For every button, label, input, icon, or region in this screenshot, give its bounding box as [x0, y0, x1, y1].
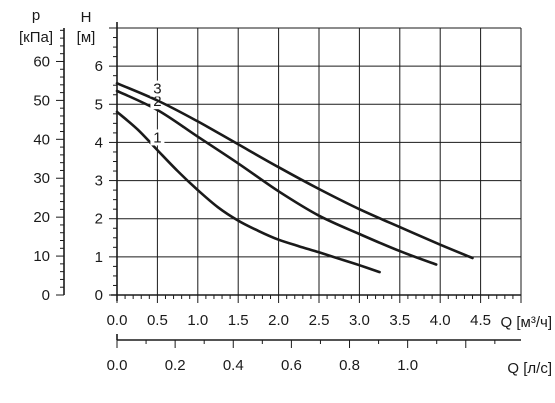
curve-label-bg-1 — [150, 129, 165, 146]
x-primary-tick-label: 2.0 — [268, 312, 289, 329]
y-secondary-tick-label: 40 — [33, 131, 50, 148]
x-secondary-tick-label: 0.0 — [107, 357, 128, 374]
y-secondary-axis-symbol: p — [32, 7, 40, 24]
x-primary-tick-label: 4.0 — [430, 312, 451, 329]
axes — [56, 22, 522, 348]
curves: 123 — [115, 80, 474, 274]
curve-2 — [115, 89, 438, 266]
y-primary-tick-label: 4 — [95, 134, 103, 151]
y-primary-tick-label: 3 — [95, 173, 103, 190]
y-primary-tick-label: 0 — [95, 287, 103, 304]
curve-1 — [115, 110, 381, 274]
y-secondary-tick-label: 0 — [42, 287, 50, 304]
x-primary-tick-label: 3.0 — [349, 312, 370, 329]
y-secondary-tick-label: 30 — [33, 170, 50, 187]
y-secondary-tick-label: 20 — [33, 209, 50, 226]
y-primary-tick-label: 6 — [95, 58, 103, 75]
y-primary-axis-unit: [м] — [77, 29, 96, 46]
y-secondary-tick-label: 50 — [33, 92, 50, 109]
x-primary-tick-label: 1.0 — [187, 312, 208, 329]
y-primary-tick-label: 2 — [95, 211, 103, 228]
y-primary-axis-symbol: H — [81, 9, 92, 26]
y-secondary-tick-label: 60 — [33, 53, 50, 70]
curve-3 — [115, 82, 474, 260]
x-secondary-tick-label: 0.8 — [339, 357, 360, 374]
x-secondary-tick-label: 0.4 — [223, 357, 244, 374]
curve-label-bg-3 — [150, 80, 165, 97]
x-primary-tick-label: 4.5 — [470, 312, 491, 329]
labels: H [м] p [кПа] Q [м³/ч] Q [л/с] 01234560.… — [19, 7, 552, 377]
curve-label-1: 1 — [153, 129, 161, 146]
x-secondary-tick-label: 0.6 — [281, 357, 302, 374]
y-secondary-tick-label: 10 — [33, 248, 50, 265]
y-secondary-axis-unit: [кПа] — [19, 29, 53, 46]
curve-label-3: 3 — [153, 81, 161, 98]
x-primary-tick-label: 0.0 — [107, 312, 128, 329]
x-primary-tick-label: 2.5 — [309, 312, 330, 329]
x-secondary-tick-label: 0.2 — [165, 357, 186, 374]
y-primary-tick-label: 1 — [95, 249, 103, 266]
y-primary-tick-label: 5 — [95, 96, 103, 113]
grid — [117, 27, 522, 295]
x-secondary-axis-label: Q [л/с] — [507, 360, 552, 377]
x-primary-axis-label: Q [м³/ч] — [501, 314, 552, 331]
x-primary-tick-label: 1.5 — [228, 312, 249, 329]
x-primary-tick-label: 0.5 — [147, 312, 168, 329]
x-primary-tick-label: 3.5 — [389, 312, 410, 329]
x-secondary-tick-label: 1.0 — [397, 357, 418, 374]
